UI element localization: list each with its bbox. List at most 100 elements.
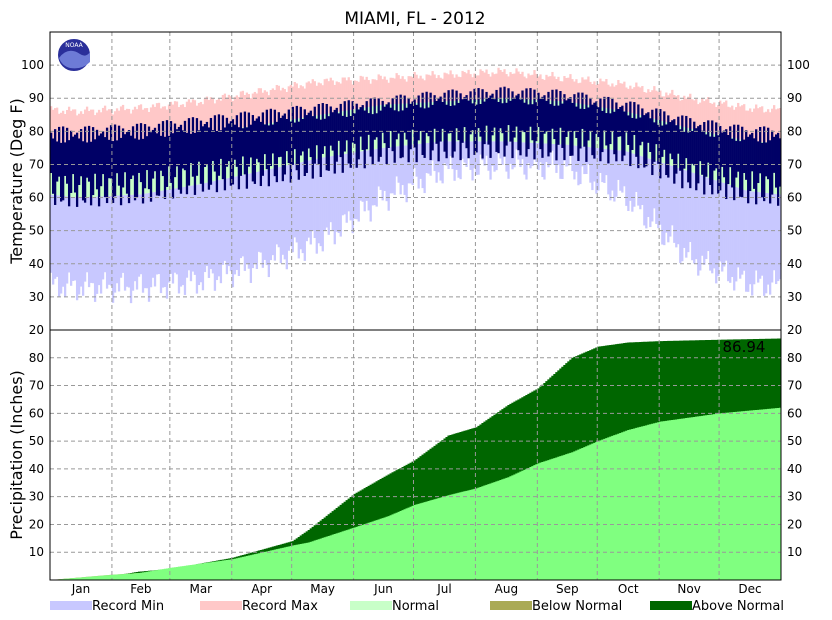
observed-bar [659, 108, 662, 179]
record-max-bar [167, 104, 171, 139]
observed-bar [773, 136, 776, 173]
record-max-bar [185, 101, 189, 137]
observed-bar [413, 99, 416, 148]
record-min-bar [321, 157, 324, 252]
record-max-bar [383, 76, 386, 105]
record-max-bar [593, 81, 596, 107]
observed-bar [567, 98, 570, 132]
record-max-bar [337, 82, 340, 112]
observed-bar [761, 142, 764, 198]
observed-bar [279, 117, 282, 157]
observed-bar [545, 100, 548, 132]
record-min-bar [133, 194, 137, 282]
record-max-bar [481, 70, 484, 100]
record-max-bar [235, 95, 239, 129]
observed-bar [733, 124, 736, 201]
record-min-bar [255, 171, 259, 269]
record-min-bar [639, 155, 642, 210]
observed-bar [175, 129, 179, 167]
record-max-bar [51, 109, 55, 144]
record-min-bar [295, 163, 298, 243]
record-max-bar [759, 107, 762, 142]
record-min-bar [685, 170, 688, 258]
observed-bar [329, 106, 332, 146]
record-max-bar [225, 97, 229, 131]
record-max-bar [607, 84, 610, 109]
observed-bar [127, 130, 131, 204]
record-max-bar [171, 104, 175, 138]
record-min-bar [621, 150, 624, 193]
record-max-bar [433, 74, 436, 102]
observed-bar [421, 92, 424, 156]
record-min-bar [777, 194, 780, 282]
observed-bar [445, 104, 448, 159]
month-label: May [310, 582, 335, 596]
record-max-bar [129, 113, 133, 142]
record-max-bar [471, 77, 474, 100]
observed-bar [489, 95, 492, 158]
observed-bar [417, 95, 420, 141]
record-max-bar [753, 108, 756, 142]
observed-bar [755, 129, 758, 205]
observed-bar [447, 90, 450, 134]
observed-bar [443, 92, 446, 152]
observed-bar [355, 103, 358, 168]
record-min-bar [461, 141, 464, 159]
record-min-bar [351, 152, 354, 234]
precipitation-tick-right: 80 [787, 351, 802, 365]
record-max-bar [111, 114, 115, 143]
record-max-bar [695, 99, 698, 130]
record-min-bar [447, 141, 450, 170]
record-max-bar [313, 81, 316, 116]
record-min-bar [397, 146, 400, 183]
record-min-bar [761, 192, 764, 276]
observed-bar [105, 127, 109, 204]
record-max-bar [151, 104, 155, 140]
record-max-bar [489, 76, 492, 99]
observed-bar [543, 95, 546, 134]
record-min-bar [725, 183, 728, 261]
record-max-bar [711, 103, 714, 134]
observed-bar [689, 118, 692, 189]
record-min-bar [199, 183, 203, 283]
observed-bar [251, 115, 255, 182]
observed-bar [151, 129, 155, 179]
record-min-bar [629, 152, 632, 201]
record-max-bar [71, 109, 75, 145]
record-max-bar [173, 101, 177, 138]
record-max-bar [729, 107, 732, 138]
observed-bar [405, 107, 408, 140]
record-min-bar [227, 177, 231, 267]
observed-bar [215, 131, 219, 193]
observed-bar [517, 93, 520, 151]
record-min-bar [597, 148, 600, 191]
observed-bar [655, 108, 658, 145]
noaa-logo: NOAA [56, 37, 92, 73]
observed-bar [259, 121, 263, 187]
record-min-bar [401, 145, 404, 186]
observed-bar [117, 125, 121, 186]
precipitation-normal-area [50, 407, 781, 580]
record-max-bar [385, 79, 388, 105]
observed-bar [369, 98, 372, 157]
record-min-bar [453, 141, 456, 181]
record-max-bar [227, 94, 231, 130]
observed-bar [357, 109, 360, 160]
observed-bar [729, 126, 732, 168]
record-min-bar [671, 165, 674, 226]
record-min-bar [631, 153, 634, 212]
record-min-bar [305, 160, 308, 242]
record-max-bar [349, 80, 352, 110]
record-max-bar [749, 108, 752, 142]
observed-bar [193, 132, 197, 195]
record-max-bar [747, 110, 750, 142]
record-max-bar [347, 77, 350, 111]
record-min-bar [303, 161, 306, 261]
record-max-bar [391, 77, 394, 105]
observed-bar [237, 127, 241, 190]
record-min-bar [95, 196, 99, 294]
record-max-bar [637, 86, 640, 115]
observed-bar [491, 93, 494, 136]
record-max-bar [133, 106, 137, 142]
record-max-bar [85, 106, 89, 145]
